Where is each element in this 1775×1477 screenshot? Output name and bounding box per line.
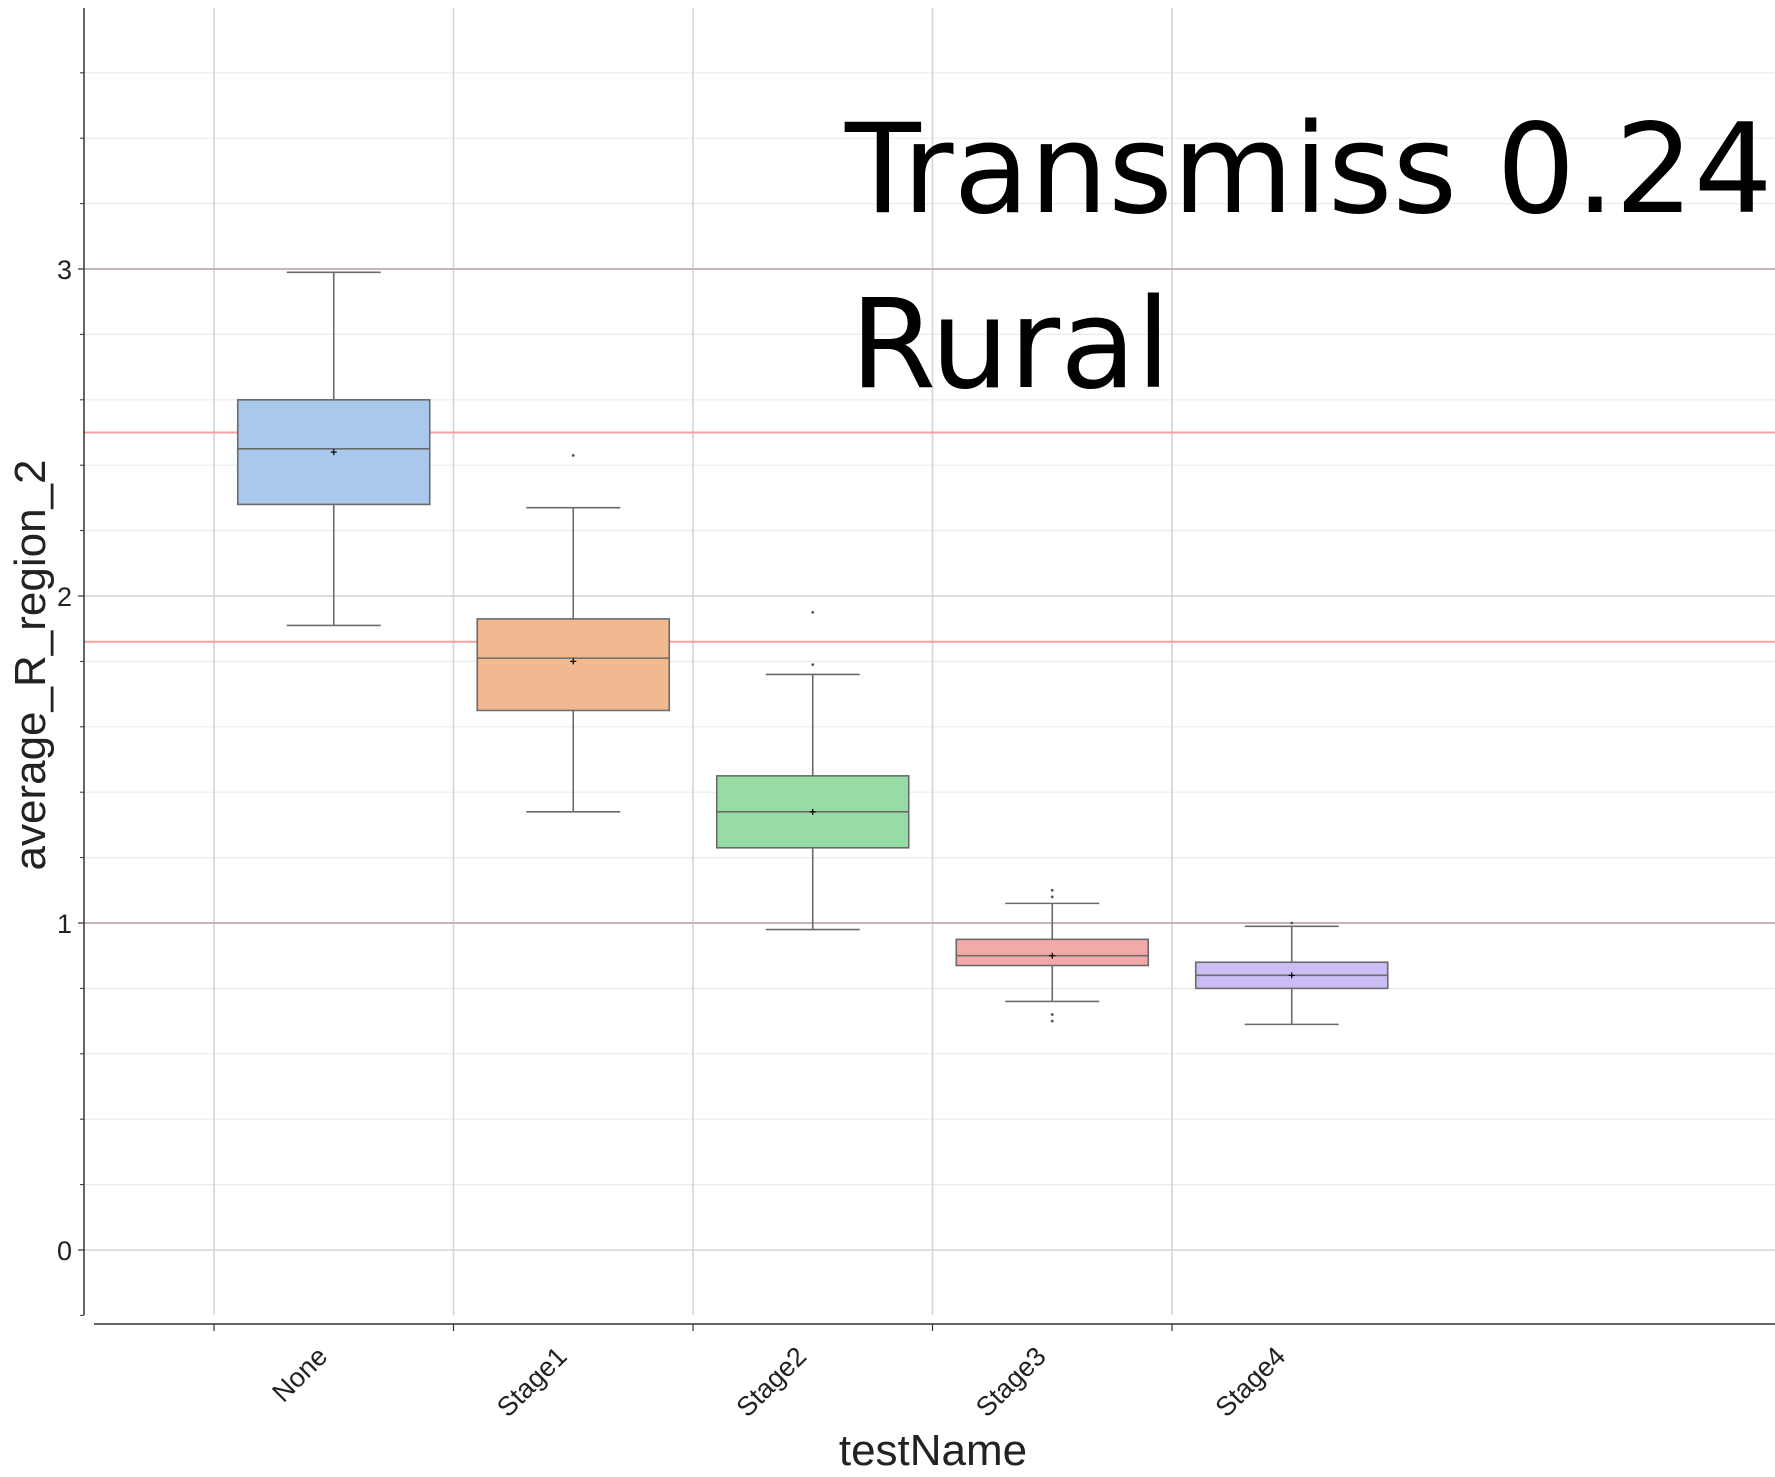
- box-stage4: [1194, 921, 1389, 1026]
- mean-marker: [809, 808, 816, 815]
- box-stage3: [955, 888, 1150, 1023]
- y-tick-label: 3: [57, 255, 72, 285]
- outlier-point: [811, 663, 815, 667]
- outlier-point: [811, 610, 815, 614]
- mean-marker: [330, 449, 337, 456]
- outlier-point: [1290, 921, 1294, 925]
- box-iqr: [476, 618, 671, 712]
- mean-marker: [1288, 972, 1295, 979]
- outlier-point: [1050, 888, 1054, 892]
- y-tick-label: 1: [57, 909, 72, 939]
- outlier-point: [1050, 1013, 1054, 1016]
- outlier-point: [571, 453, 575, 457]
- x-tick-label: None: [266, 1341, 333, 1408]
- x-tick-label: Stage3: [970, 1341, 1052, 1423]
- box-iqr: [955, 938, 1150, 967]
- x-axis-title: testName: [839, 1426, 1027, 1475]
- y-tick-labels: 0 1 2 3: [57, 72, 84, 1316]
- annotation-line-2: Rural: [850, 273, 1171, 417]
- mean-marker: [570, 658, 577, 665]
- x-tick-label: Stage4: [1210, 1341, 1292, 1423]
- annotation-line-1: Transmiss 0.24: [844, 98, 1773, 242]
- x-tick-label: Stage1: [491, 1341, 573, 1423]
- mean-marker: [1049, 952, 1056, 959]
- y-tick-label: 2: [57, 582, 72, 612]
- box-series: [236, 271, 1389, 1026]
- outlier-point: [1050, 1019, 1054, 1023]
- y-tick-label: 0: [57, 1236, 72, 1266]
- box-stage1: [476, 453, 671, 813]
- box-none: [236, 271, 431, 627]
- outlier-point: [1050, 895, 1054, 899]
- x-tick-labels: None Stage1 Stage2 Stage3 Stage4: [213, 1324, 1292, 1423]
- x-tick-label: Stage2: [731, 1341, 813, 1423]
- box-stage2: [715, 610, 910, 931]
- y-axis-title: average_R_region_2: [6, 460, 55, 871]
